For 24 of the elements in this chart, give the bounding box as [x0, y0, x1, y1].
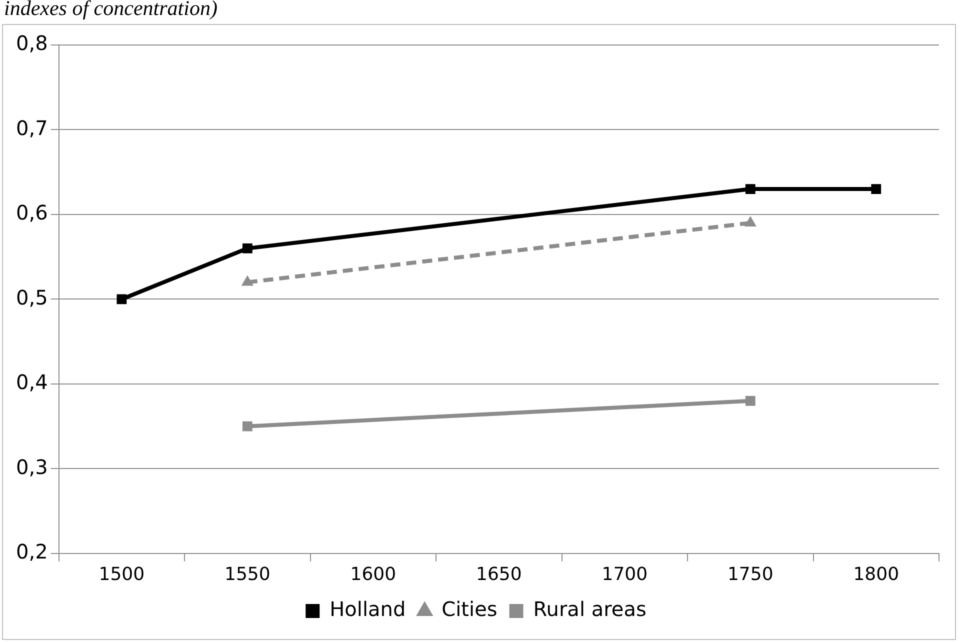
legend-label: Holland: [330, 597, 406, 622]
x-tick-label: 1750: [727, 564, 774, 585]
y-tick-label: 0,2: [16, 540, 48, 564]
y-tick-label: 0,7: [16, 116, 48, 140]
y-tick-label: 0,8: [16, 31, 48, 56]
legend-label: Rural areas: [533, 597, 646, 622]
point: [871, 184, 882, 194]
point: [242, 243, 252, 254]
x-tick-label: 1700: [602, 564, 648, 585]
y-tick-label: 0,4: [16, 370, 48, 394]
x-tick-label: 1600: [350, 564, 396, 585]
point: [745, 396, 756, 406]
legend-label: Cities: [442, 597, 498, 622]
y-tick-label: 0,3: [16, 454, 48, 479]
x-tick-label: 1650: [476, 564, 522, 585]
point: [116, 294, 127, 304]
chart-title: indexes of concentration): [4, 0, 218, 21]
point: [745, 184, 756, 194]
y-tick-label: 0,5: [16, 285, 48, 310]
x-tick-label: 1500: [98, 564, 145, 585]
y-tick-label: 0,6: [16, 200, 48, 225]
point: [242, 421, 252, 432]
x-tick-label: 1800: [853, 564, 900, 585]
x-tick-label: 1550: [224, 564, 270, 585]
